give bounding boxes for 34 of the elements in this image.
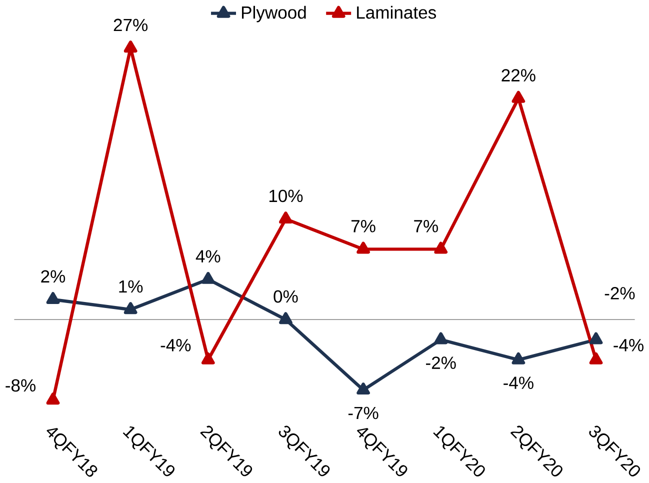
data-label: -7% — [348, 406, 378, 420]
data-label: -2% — [604, 287, 635, 300]
data-label: 27% — [114, 18, 148, 32]
data-label: 4% — [196, 250, 220, 262]
point — [589, 352, 603, 364]
data-label: -4% — [614, 339, 644, 352]
point — [279, 212, 292, 224]
point — [589, 332, 603, 344]
point — [356, 242, 370, 254]
data-label: 7% — [414, 220, 438, 232]
legend-label: Laminates — [357, 6, 436, 19]
point — [46, 292, 60, 304]
point — [279, 312, 292, 324]
data-label: -2% — [426, 356, 456, 369]
point — [124, 40, 138, 53]
point — [46, 392, 60, 405]
data-label: 10% — [269, 190, 303, 202]
point — [512, 90, 526, 103]
data-label: 2% — [41, 270, 66, 283]
legend-label: Plywood — [242, 6, 306, 22]
point — [356, 382, 370, 395]
point — [124, 302, 138, 314]
data-label: -4% — [160, 339, 191, 352]
point — [434, 332, 448, 344]
point — [434, 242, 448, 254]
point — [512, 352, 526, 364]
point — [201, 352, 215, 364]
data-label: -8% — [6, 379, 36, 392]
data-label: -4% — [504, 376, 534, 389]
data-label: 0% — [274, 290, 298, 303]
data-label: 7% — [351, 220, 376, 232]
data-label: 1% — [119, 280, 143, 293]
data-label: 22% — [502, 69, 536, 82]
point — [201, 272, 215, 284]
